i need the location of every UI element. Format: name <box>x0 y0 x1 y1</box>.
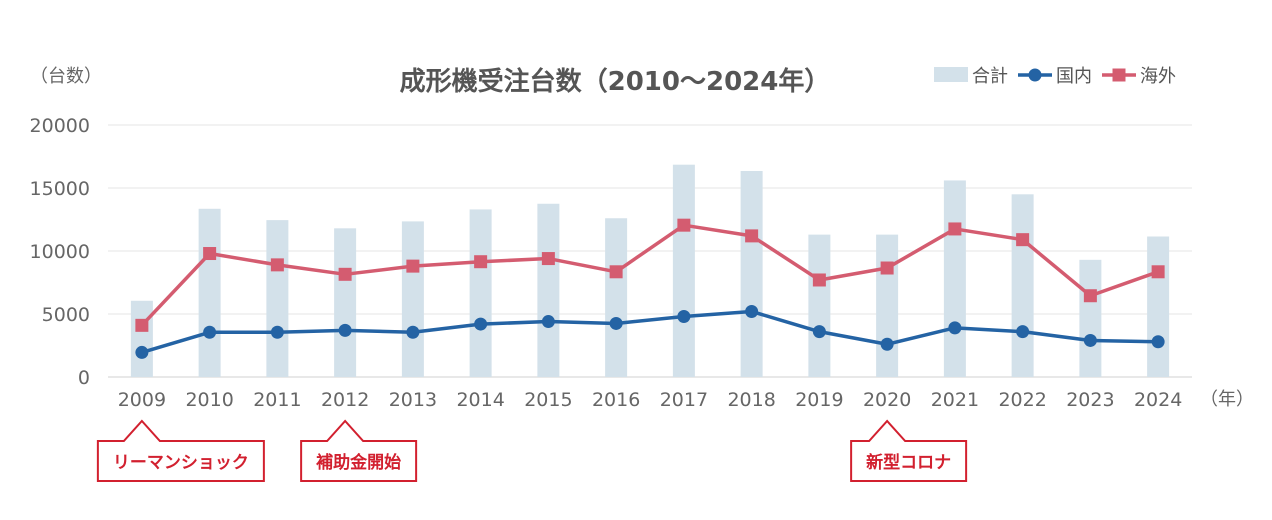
legend-swatch-bar <box>934 67 968 82</box>
x-tick-label: 2012 <box>321 389 369 411</box>
point-2-2015 <box>541 252 555 266</box>
point-1-2024 <box>1151 335 1165 349</box>
point-2-2023 <box>1083 289 1097 303</box>
point-1-2013 <box>406 325 420 339</box>
x-tick-label: 2015 <box>524 389 572 411</box>
point-1-2020 <box>880 337 894 351</box>
series-line-1 <box>141 309 1159 355</box>
point-2-2010 <box>203 247 217 261</box>
x-tick-label: 2014 <box>456 389 504 411</box>
point-1-2021 <box>948 321 962 335</box>
bar-total-2019 <box>808 234 831 377</box>
point-2-2009 <box>135 318 149 332</box>
point-2-2021 <box>948 222 962 236</box>
bar-total-2010 <box>198 208 221 377</box>
annotation-label: リーマンショック <box>113 453 249 473</box>
x-tick-label: 2019 <box>795 389 843 411</box>
point-2-2016 <box>609 265 623 279</box>
line-series <box>135 218 1165 359</box>
annotation-label: 補助金開始 <box>315 452 401 473</box>
bar-total-2022 <box>1011 194 1034 377</box>
y-axis-unit-label: （台数） <box>30 66 102 87</box>
y-tick-label: 0 <box>78 367 90 389</box>
bar-total-2017 <box>672 164 695 377</box>
x-axis-ticks: 2009 2010 2011 2012 2013 2014 2015 2016 2017 2018… <box>118 389 1183 411</box>
point-1-2018 <box>745 304 759 318</box>
annotation-label: 新型コロナ <box>866 452 951 473</box>
bar-total-2020 <box>876 234 899 377</box>
annotations: リーマンショック 補助金開始 新型コロナ <box>96 419 968 482</box>
bar-total-2018 <box>740 170 763 377</box>
point-2-2022 <box>1016 233 1030 247</box>
legend-label: 海外 <box>1140 66 1176 87</box>
point-1-2009 <box>135 345 149 359</box>
point-2-2013 <box>406 259 420 273</box>
series-line-2 <box>140 223 1159 327</box>
point-2-2011 <box>270 258 284 272</box>
chart-title: 成形機受注台数（2010～2024年） <box>400 66 831 97</box>
bar-total-2009 <box>130 300 153 377</box>
bar-total-2014 <box>469 209 492 377</box>
legend: 合計 国内 海外 <box>934 66 1176 87</box>
bar-total-2023 <box>1079 259 1102 377</box>
x-tick-label: 2020 <box>863 389 911 411</box>
point-2-2014 <box>474 255 488 269</box>
annotation-callout-box <box>96 419 265 482</box>
annotation-callout-box <box>300 419 418 482</box>
y-tick-label: 15000 <box>30 178 90 200</box>
x-tick-label: 2013 <box>389 389 437 411</box>
x-tick-label: 2021 <box>931 389 979 411</box>
bar-total-2012 <box>334 228 357 377</box>
gridlines <box>108 124 1192 378</box>
point-1-2015 <box>541 315 555 329</box>
bar-total-2024 <box>1147 236 1170 377</box>
point-1-2022 <box>1016 325 1030 339</box>
point-2-2020 <box>880 261 894 275</box>
bar-total-2016 <box>605 218 628 377</box>
legend-label: 国内 <box>1056 66 1092 87</box>
point-2-2024 <box>1151 265 1165 279</box>
x-axis-unit-label: （年） <box>1200 389 1254 410</box>
point-2-2018 <box>745 229 759 243</box>
legend-label: 合計 <box>972 66 1008 87</box>
y-axis-ticks: 0 5000 10000 15000 20000 <box>30 115 90 389</box>
point-1-2014 <box>474 317 488 331</box>
point-2-2012 <box>338 267 352 281</box>
bar-series-total <box>130 164 1170 377</box>
x-tick-label: 2011 <box>253 389 301 411</box>
y-tick-label: 20000 <box>30 115 90 137</box>
point-1-2010 <box>203 325 217 339</box>
point-1-2016 <box>609 316 623 330</box>
x-tick-label: 2010 <box>185 389 233 411</box>
x-tick-label: 2017 <box>660 389 708 411</box>
x-tick-label: 2016 <box>592 389 640 411</box>
point-1-2012 <box>338 323 352 337</box>
point-2-2017 <box>677 218 691 232</box>
bar-total-2011 <box>266 220 289 377</box>
x-tick-label: 2018 <box>727 389 775 411</box>
legend-marker-circle <box>1028 68 1042 82</box>
y-tick-label: 10000 <box>30 241 90 263</box>
point-2-2019 <box>812 273 826 287</box>
x-tick-label: 2022 <box>998 389 1046 411</box>
point-1-2023 <box>1083 333 1097 347</box>
legend-marker-square <box>1112 68 1126 82</box>
point-1-2017 <box>677 310 691 324</box>
bar-total-2021 <box>943 180 966 377</box>
bar-total-2015 <box>537 203 560 377</box>
x-tick-label: 2023 <box>1066 389 1114 411</box>
x-tick-label: 2024 <box>1134 389 1182 411</box>
annotation-callout-box <box>850 419 968 482</box>
point-1-2011 <box>270 325 284 339</box>
bar-total-2013 <box>401 221 424 377</box>
x-tick-label: 2009 <box>118 389 166 411</box>
y-tick-label: 5000 <box>42 304 90 326</box>
point-1-2019 <box>812 325 826 339</box>
